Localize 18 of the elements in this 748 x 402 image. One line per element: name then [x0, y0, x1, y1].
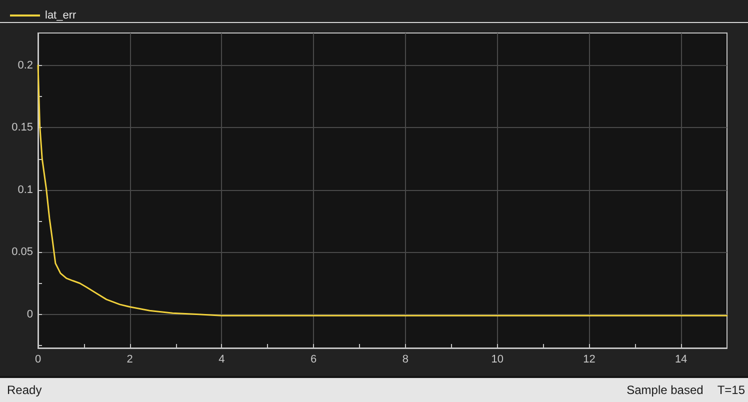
x-tick-label: 4 — [218, 354, 225, 366]
line-series — [37, 64, 728, 316]
y-tick-label: 0.1 — [18, 184, 33, 196]
x-tick-label: 12 — [583, 354, 596, 366]
text: Sample based — [626, 383, 704, 397]
x-tick-label: 0 — [34, 354, 42, 366]
x-tick-label: 2 — [126, 354, 133, 366]
y-tick-label: 0.05 — [12, 246, 33, 258]
x-tick-label: 10 — [491, 354, 504, 366]
text: T=15 — [717, 383, 745, 397]
legend-label: lat_err — [45, 10, 77, 22]
x-tick-label: 14 — [674, 354, 688, 366]
y-tick-label: 0 — [26, 308, 33, 320]
x-tick-label: 8 — [402, 354, 409, 366]
x-tick-label: 6 — [310, 354, 317, 366]
text: Ready — [7, 383, 42, 397]
y-tick-label: 0.2 — [18, 59, 33, 72]
y-tick-label: 0.15 — [12, 122, 33, 134]
